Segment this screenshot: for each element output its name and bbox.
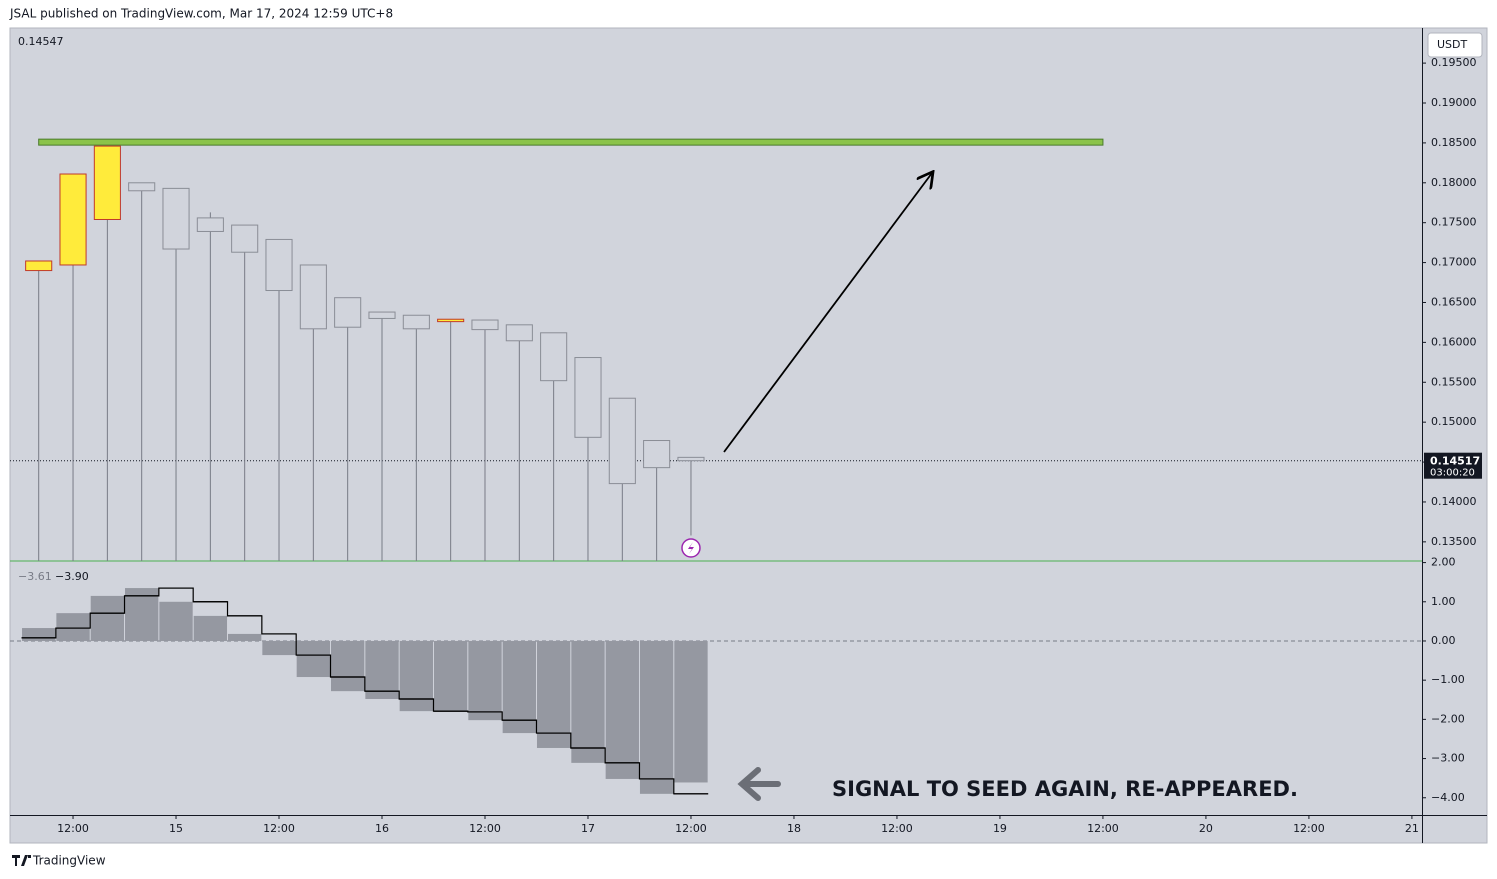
x-tick-label: 16 — [375, 822, 389, 835]
histogram-bar — [605, 640, 639, 779]
x-tick-label: 12:00 — [675, 822, 707, 835]
candle-body — [196, 217, 224, 232]
histogram-bar — [228, 633, 262, 641]
candle-body — [437, 318, 465, 323]
top-value: 0.14547 — [18, 35, 64, 48]
candle-body — [128, 182, 156, 192]
currency-box — [1427, 32, 1483, 58]
header-title: JSAL published on TradingView.com, Mar 1… — [9, 7, 393, 21]
candle-body — [334, 297, 362, 328]
x-tick-label: 12:00 — [57, 822, 89, 835]
y-tick-label: 0.17500 — [1431, 216, 1477, 229]
y-tick-label: 2.00 — [1431, 556, 1456, 569]
y-tick-label: 0.19500 — [1431, 56, 1477, 69]
price-label-box — [1424, 452, 1482, 479]
candle-body — [25, 260, 53, 272]
x-tick-label: 18 — [787, 822, 801, 835]
x-tick-label: 17 — [581, 822, 595, 835]
y-tick-label: −1.00 — [1431, 673, 1465, 686]
candle-body — [505, 324, 533, 342]
x-tick-label: 21 — [1405, 822, 1419, 835]
histogram-bar — [399, 640, 434, 712]
histogram-last: −3.61 — [18, 570, 52, 583]
candle-body — [299, 264, 327, 330]
candle-body — [471, 319, 499, 331]
candle-body — [93, 145, 121, 220]
y-tick-label: 0.16500 — [1431, 295, 1477, 308]
candle-body — [59, 173, 87, 266]
logo — [12, 855, 31, 866]
histogram-bar — [22, 628, 56, 641]
histogram-bar — [90, 595, 125, 641]
candle-body — [677, 456, 705, 462]
candle-body — [402, 314, 430, 330]
y-tick-label: 0.14000 — [1431, 495, 1477, 508]
candle-body — [162, 187, 190, 250]
y-tick-label: 0.18500 — [1431, 136, 1477, 149]
histogram-bar — [159, 601, 193, 641]
countdown: 03:00:20 — [1430, 468, 1475, 479]
footer-brand: TradingView — [32, 854, 106, 868]
zone — [38, 138, 1104, 146]
x-tick-label: 12:00 — [1087, 822, 1119, 835]
histogram-bar — [365, 640, 399, 699]
x-tick-label: 15 — [169, 822, 183, 835]
y-tick-label: 0.18000 — [1431, 176, 1477, 189]
histogram-bar — [262, 640, 296, 656]
x-tick-label: 20 — [1199, 822, 1213, 835]
x-tick-label: 12:00 — [1293, 822, 1325, 835]
y-tick-label: −2.00 — [1431, 712, 1465, 725]
histogram-bar — [468, 640, 502, 721]
currency: USDT — [1437, 38, 1468, 51]
candle-body — [265, 238, 293, 292]
y-tick-label: 1.00 — [1431, 595, 1456, 608]
left-arrow — [737, 767, 781, 801]
candle-body — [231, 224, 259, 253]
histogram-bar — [125, 588, 159, 641]
step-last: −3.90 — [55, 570, 89, 583]
candle-body — [643, 440, 671, 469]
y-tick-label: 0.16000 — [1431, 335, 1477, 348]
signal-bolt — [687, 542, 694, 554]
annotation: SIGNAL TO SEED AGAIN, RE-APPEARED. — [832, 777, 1298, 801]
histogram-bar — [433, 640, 468, 712]
x-tick-label: 12:00 — [469, 822, 501, 835]
histogram-bar — [193, 615, 228, 641]
histogram-bar — [571, 640, 605, 763]
y-tick-label: −3.00 — [1431, 752, 1465, 765]
histogram-bar — [330, 640, 365, 692]
price-label: 0.14517 — [1430, 455, 1480, 468]
price-pane — [10, 138, 1422, 561]
chart-frame — [9, 27, 1488, 844]
histogram-bar — [639, 640, 674, 794]
candle-body — [368, 311, 396, 319]
x-tick-label: 12:00 — [881, 822, 913, 835]
histogram-bar — [56, 613, 90, 641]
histogram-bar — [296, 640, 331, 678]
histogram-bar — [502, 640, 536, 734]
x-tick-label: 19 — [993, 822, 1007, 835]
indicator-pane — [10, 587, 1422, 795]
histogram-bar — [536, 640, 571, 748]
drawn-arrow — [723, 173, 932, 453]
candle-body — [608, 397, 636, 485]
histogram-bar — [674, 640, 708, 783]
candle-body — [574, 357, 602, 438]
y-tick-label: 0.00 — [1431, 634, 1456, 647]
y-tick-label: 0.15000 — [1431, 415, 1477, 428]
y-tick-label: 0.19000 — [1431, 96, 1477, 109]
y-tick-label: −4.00 — [1431, 791, 1465, 804]
x-tick-label: 12:00 — [263, 822, 295, 835]
y-tick-label: 0.15500 — [1431, 375, 1477, 388]
y-tick-label: 0.17000 — [1431, 256, 1477, 269]
y-tick-label: 0.13500 — [1431, 535, 1477, 548]
candle-body — [540, 332, 568, 382]
